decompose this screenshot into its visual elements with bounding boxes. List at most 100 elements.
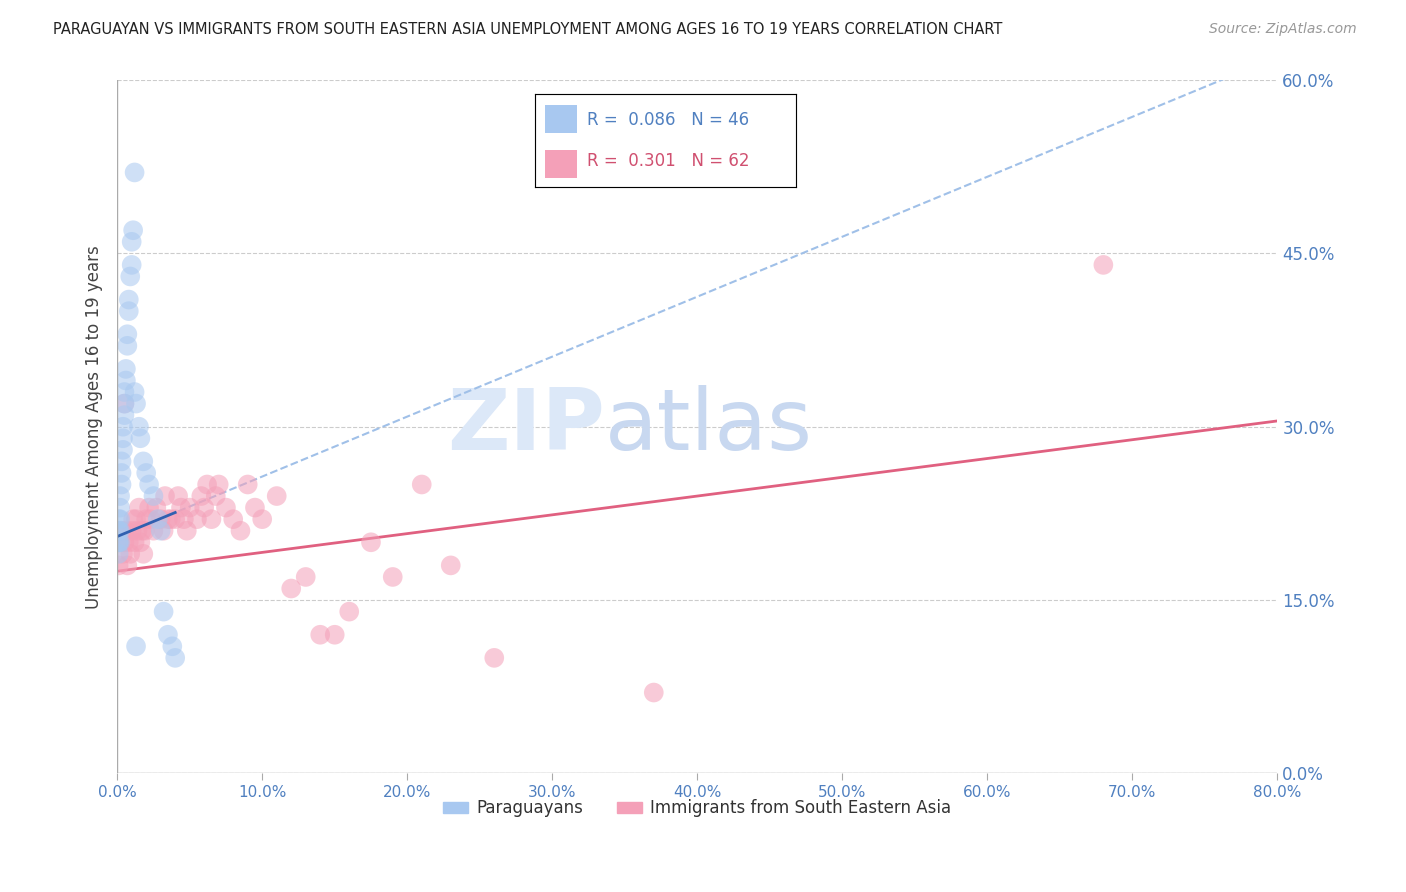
Point	[160, 512, 183, 526]
Point	[440, 558, 463, 573]
Text: atlas: atlas	[605, 385, 813, 468]
Point	[128, 500, 150, 515]
Point	[107, 524, 129, 538]
Point	[152, 524, 174, 538]
Point	[243, 500, 266, 515]
Point	[117, 339, 139, 353]
Point	[114, 408, 136, 422]
Point	[149, 524, 172, 538]
Point	[108, 500, 131, 515]
Point	[115, 362, 138, 376]
Point	[128, 419, 150, 434]
Y-axis label: Unemployment Among Ages 16 to 19 years: Unemployment Among Ages 16 to 19 years	[86, 244, 103, 608]
Point	[110, 524, 132, 538]
Point	[280, 582, 302, 596]
Point	[110, 477, 132, 491]
Point	[294, 570, 316, 584]
Point	[204, 489, 226, 503]
Point	[114, 384, 136, 399]
Point	[115, 374, 138, 388]
Point	[138, 500, 160, 515]
Point	[122, 223, 145, 237]
Point	[107, 535, 129, 549]
Point	[208, 477, 231, 491]
Point	[643, 685, 665, 699]
Point	[165, 651, 187, 665]
Point	[120, 269, 142, 284]
Point	[215, 500, 238, 515]
Point	[135, 512, 157, 526]
Point	[142, 524, 165, 538]
Point	[108, 524, 131, 538]
Point	[190, 489, 212, 503]
Point	[114, 535, 136, 549]
Point	[236, 477, 259, 491]
Point	[167, 489, 190, 503]
Point	[222, 512, 245, 526]
Point	[145, 500, 167, 515]
Point	[1092, 258, 1115, 272]
Point	[134, 524, 156, 538]
Legend: Paraguayans, Immigrants from South Eastern Asia: Paraguayans, Immigrants from South Easte…	[437, 793, 957, 824]
Point	[121, 524, 143, 538]
Point	[153, 489, 176, 503]
Point	[107, 535, 129, 549]
Point	[360, 535, 382, 549]
Point	[162, 640, 184, 654]
Point	[108, 489, 131, 503]
Point	[129, 431, 152, 445]
Point	[110, 466, 132, 480]
Point	[107, 512, 129, 526]
Point	[121, 235, 143, 249]
Point	[195, 477, 218, 491]
Point	[122, 512, 145, 526]
Point	[200, 512, 222, 526]
Point	[114, 396, 136, 410]
Point	[484, 651, 506, 665]
Point	[114, 396, 136, 410]
Point	[139, 512, 162, 526]
Point	[118, 293, 141, 307]
Point	[121, 258, 143, 272]
Point	[309, 628, 332, 642]
Point	[381, 570, 404, 584]
Point	[107, 558, 129, 573]
Text: Source: ZipAtlas.com: Source: ZipAtlas.com	[1209, 22, 1357, 37]
Point	[138, 477, 160, 491]
Point	[111, 431, 134, 445]
Point	[124, 384, 146, 399]
Point	[115, 524, 138, 538]
Point	[127, 524, 149, 538]
Point	[146, 512, 169, 526]
Point	[165, 512, 187, 526]
Point	[132, 547, 155, 561]
Point	[110, 454, 132, 468]
Point	[118, 535, 141, 549]
Point	[111, 419, 134, 434]
Point	[129, 535, 152, 549]
Point	[118, 304, 141, 318]
Point	[170, 500, 193, 515]
Text: ZIP: ZIP	[447, 385, 605, 468]
Point	[193, 500, 215, 515]
Point	[156, 628, 179, 642]
Point	[125, 512, 148, 526]
Point	[117, 558, 139, 573]
Point	[229, 524, 252, 538]
Point	[149, 512, 172, 526]
Point	[107, 547, 129, 561]
Point	[135, 466, 157, 480]
Point	[107, 524, 129, 538]
Point	[250, 512, 273, 526]
Point	[124, 535, 146, 549]
Point	[131, 524, 153, 538]
Point	[117, 327, 139, 342]
Point	[337, 605, 360, 619]
Text: PARAGUAYAN VS IMMIGRANTS FROM SOUTH EASTERN ASIA UNEMPLOYMENT AMONG AGES 16 TO 1: PARAGUAYAN VS IMMIGRANTS FROM SOUTH EAST…	[53, 22, 1002, 37]
Point	[176, 524, 198, 538]
Point	[125, 640, 148, 654]
Point	[108, 535, 131, 549]
Point	[124, 165, 146, 179]
Point	[108, 535, 131, 549]
Point	[108, 512, 131, 526]
